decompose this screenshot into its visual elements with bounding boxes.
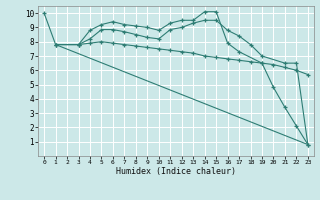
X-axis label: Humidex (Indice chaleur): Humidex (Indice chaleur) (116, 167, 236, 176)
